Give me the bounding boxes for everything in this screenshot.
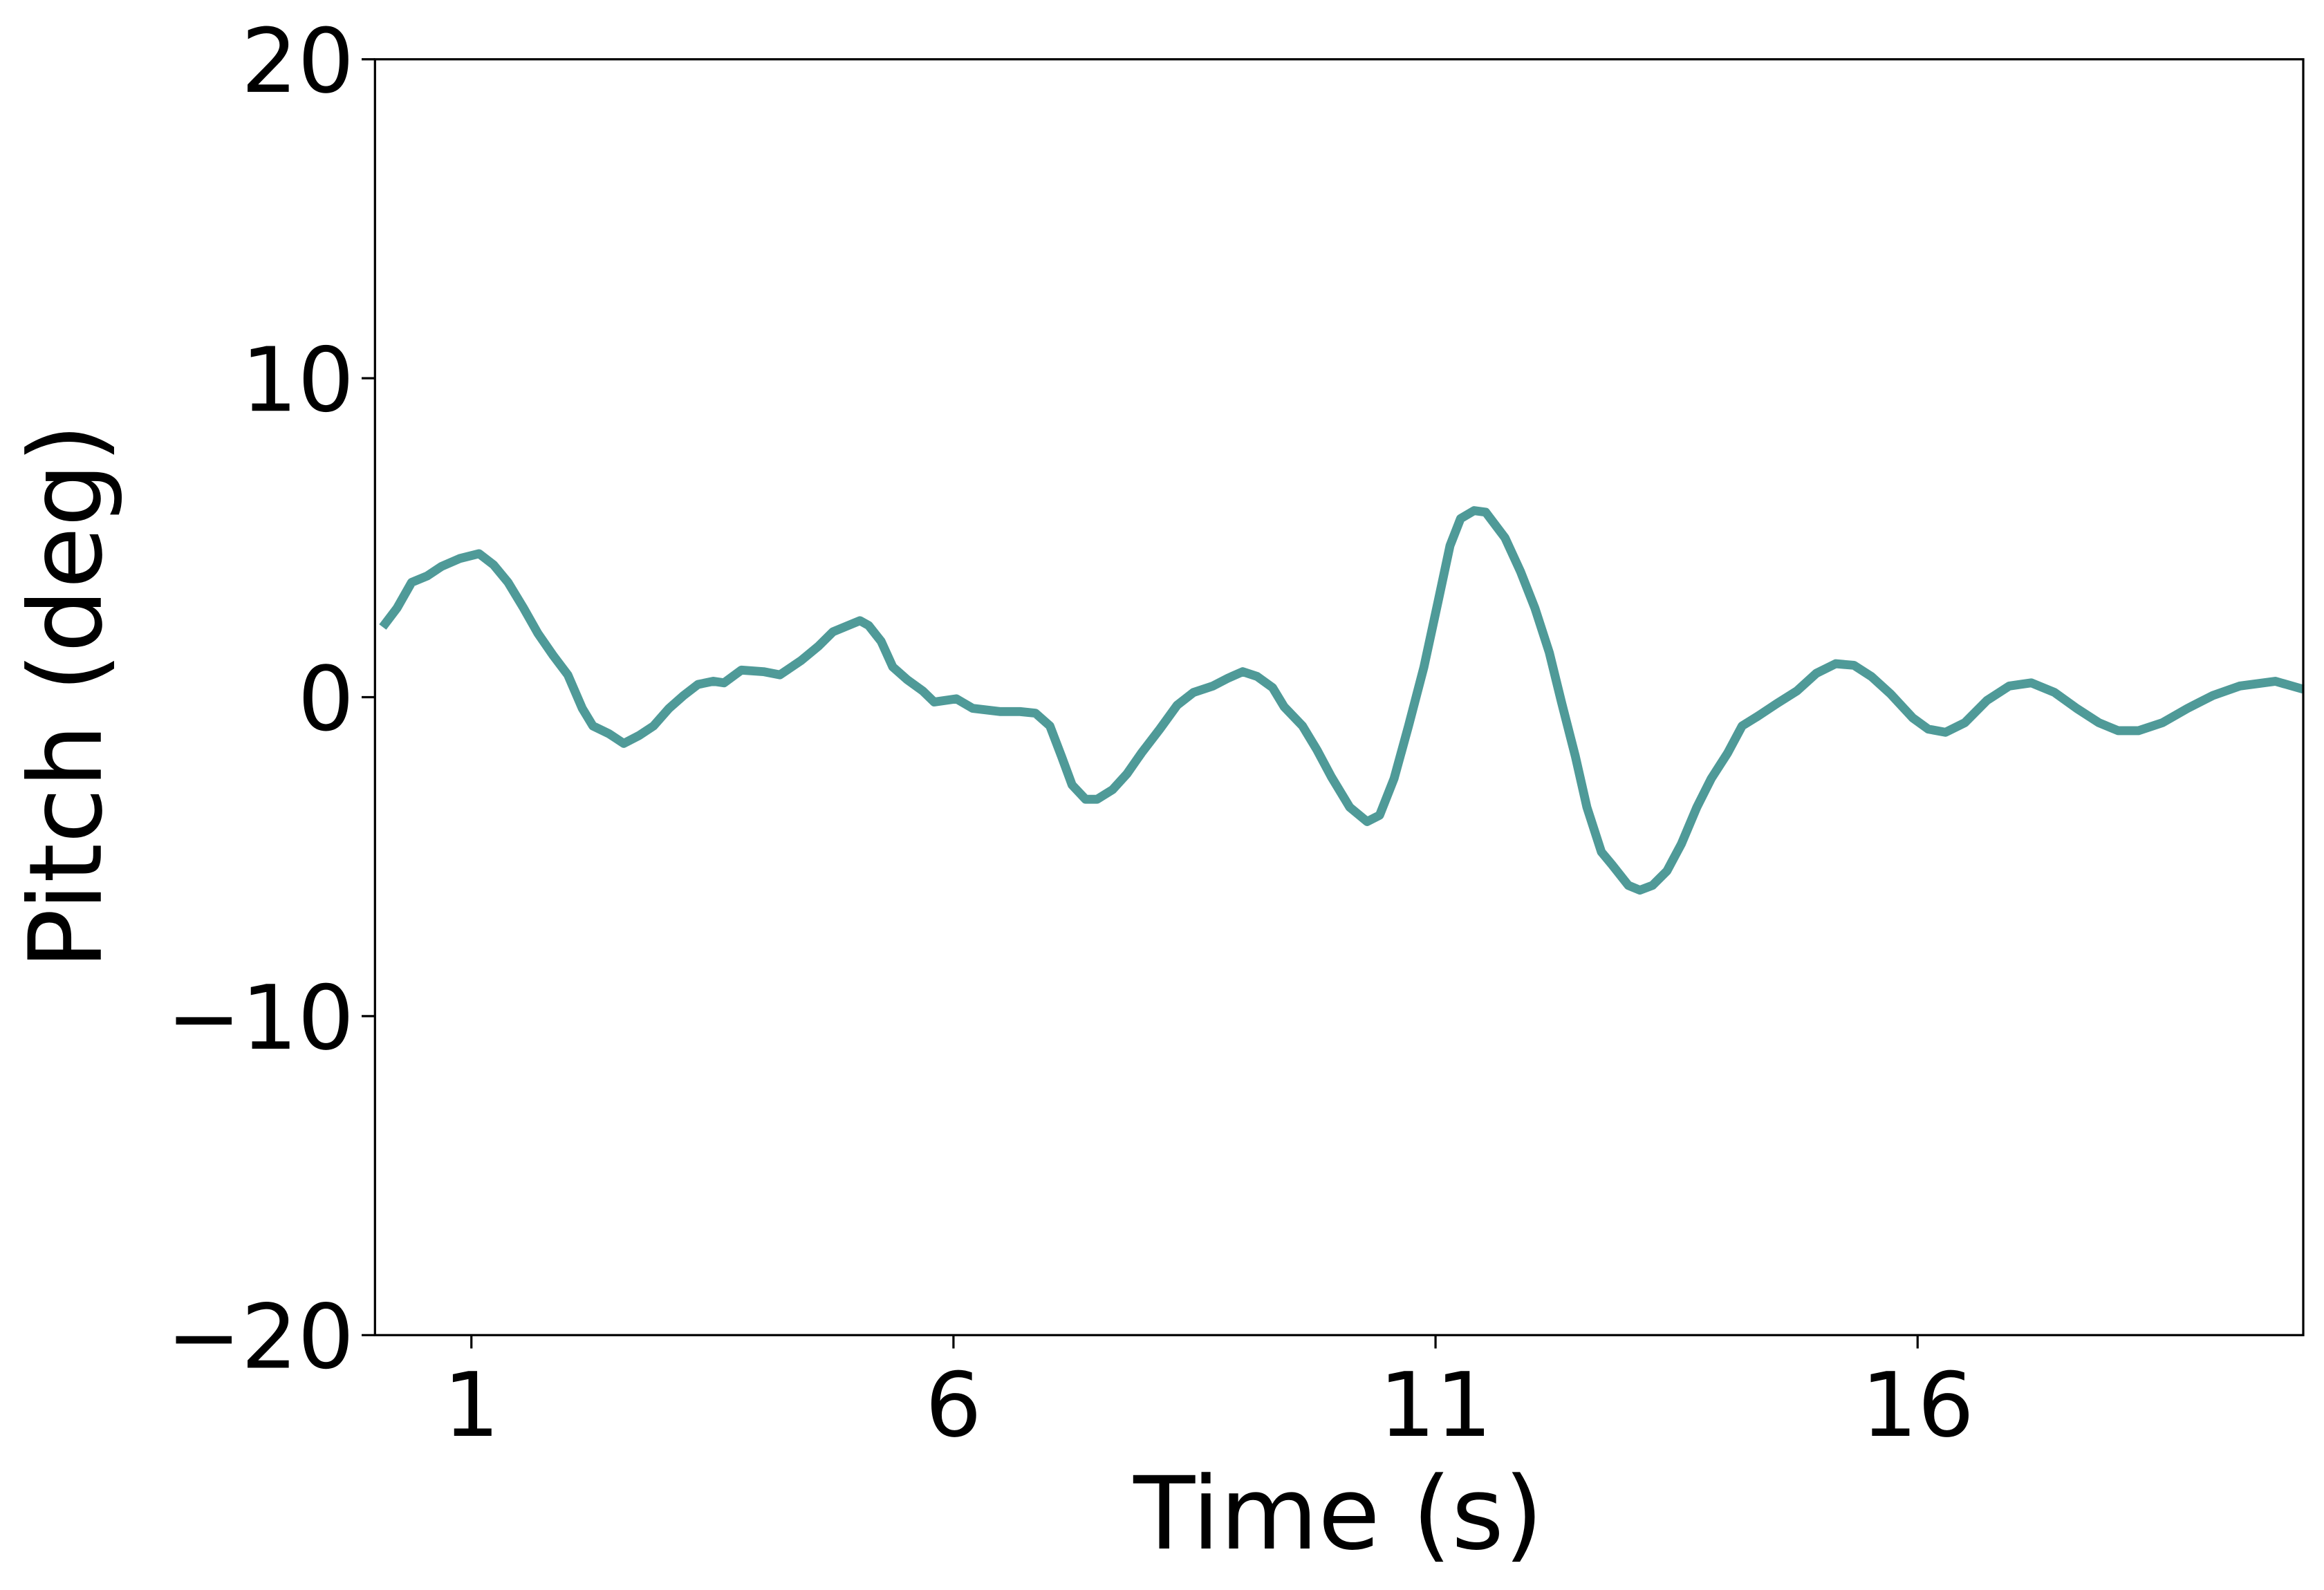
x-tick-label: 6 <box>925 1354 982 1457</box>
y-tick-label: 0 <box>297 648 354 751</box>
y-tick-label: −10 <box>167 967 354 1070</box>
y-axis-label: Pitch (deg) <box>8 424 125 970</box>
x-tick-label: 1 <box>443 1354 500 1457</box>
x-tick-label: 16 <box>1861 1354 1974 1457</box>
y-tick-label: 10 <box>241 329 355 432</box>
y-tick-label: 20 <box>241 10 355 113</box>
y-tick-label: −20 <box>167 1286 354 1389</box>
x-tick-label: 11 <box>1379 1354 1492 1457</box>
plot-frame <box>373 58 2305 1336</box>
x-axis-label: Time (s) <box>1133 1456 1543 1573</box>
data-line <box>379 506 2305 895</box>
